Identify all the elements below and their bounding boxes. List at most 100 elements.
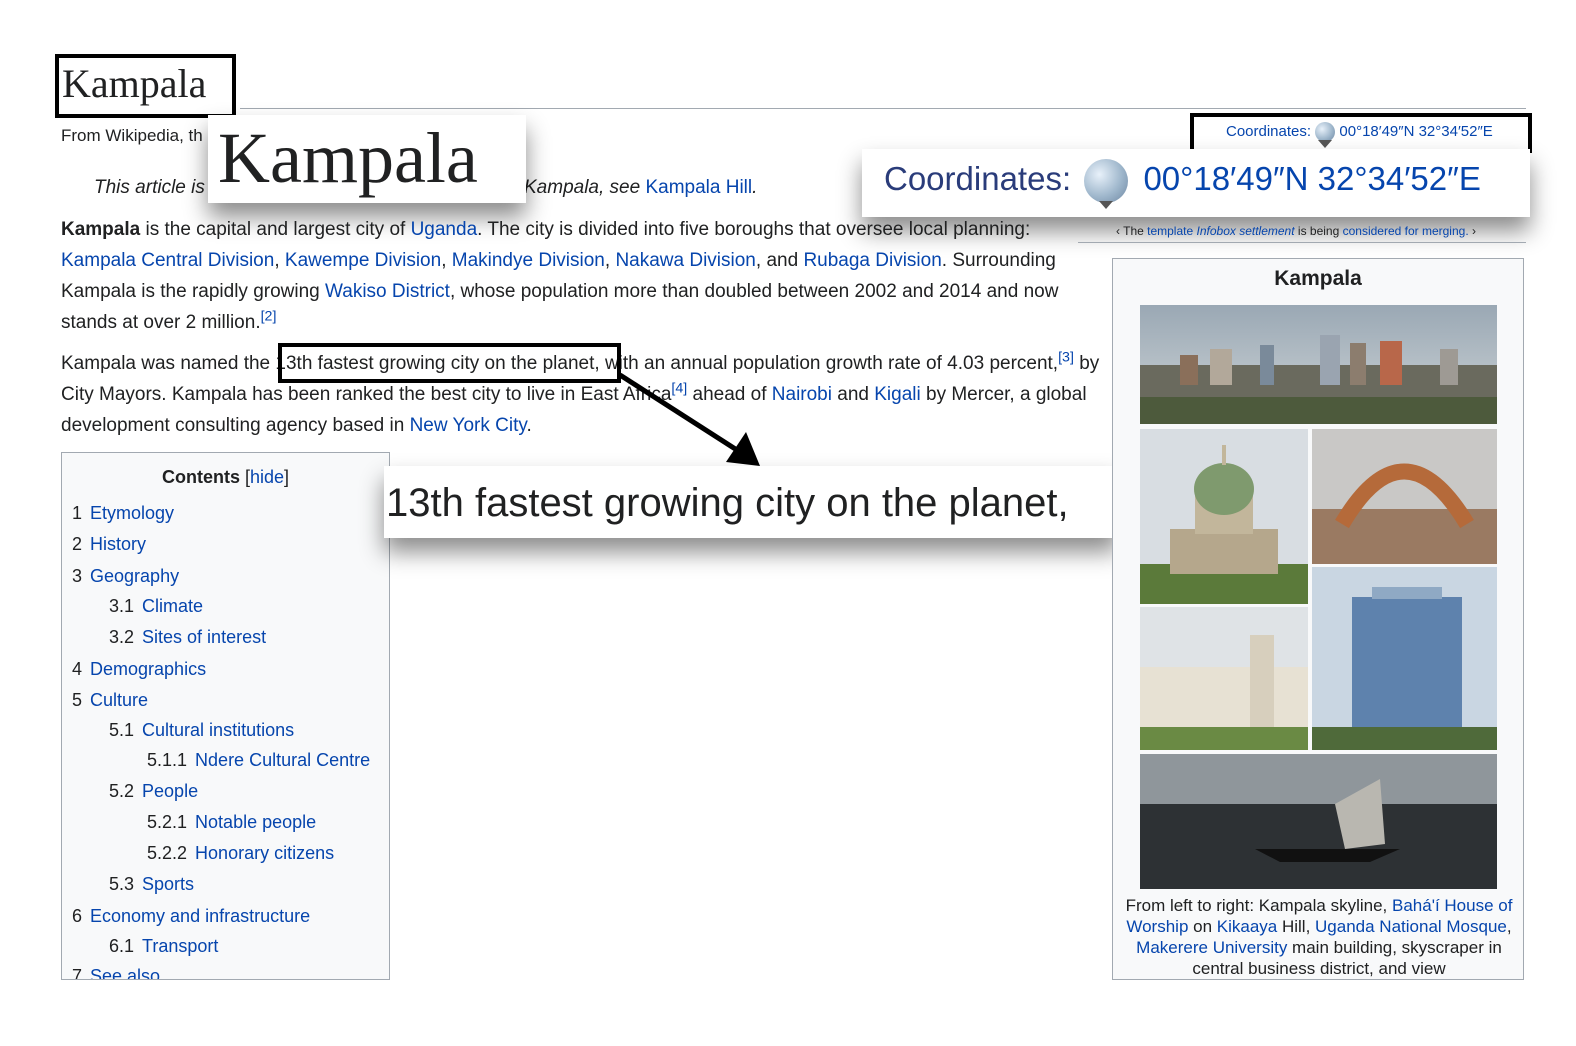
uganda-link[interactable]: Uganda — [410, 219, 478, 240]
title-divider — [240, 108, 1526, 109]
wakiso-link[interactable]: Wakiso District — [325, 281, 450, 302]
toc-item-economy-and-infrastructure[interactable]: 6 Economy and infrastructure — [72, 906, 310, 927]
toc-item-see-also[interactable]: 7 See also — [72, 966, 161, 980]
nairobi-link[interactable]: Nairobi — [771, 384, 832, 405]
toc-hide-toggle[interactable]: hide — [250, 467, 285, 487]
merge-notice: ‹ The template Infobox settlement is bei… — [1116, 224, 1476, 238]
skyscraper-photo[interactable] — [1312, 567, 1497, 750]
intro-paragraph-1: Kampala is the capital and largest city … — [61, 214, 1101, 338]
toc-item-notable-people[interactable]: 5.2.1 Notable people — [147, 812, 316, 833]
toc-label[interactable]: People — [142, 781, 199, 801]
makerere-university-photo[interactable] — [1140, 607, 1308, 750]
kampala-hill-link[interactable]: Kampala Hill — [645, 177, 753, 198]
rubaga-link[interactable]: Rubaga Division — [803, 250, 942, 271]
toc-item-etymology[interactable]: 1 Etymology — [72, 503, 174, 524]
hatnote-tail-text: Kampala, see — [524, 177, 646, 198]
toc-item-transport[interactable]: 6.1 Transport — [109, 936, 218, 957]
coordinates-zoom-callout: Coordinates: 00°18′49″N 32°34′52″E — [862, 149, 1530, 217]
text: Hill, — [1277, 917, 1316, 936]
template-link[interactable]: template — [1147, 224, 1194, 238]
merge-post: › — [1468, 224, 1477, 238]
mosque-arch-photo[interactable] — [1312, 429, 1497, 564]
toc-label[interactable]: Ndere Cultural Centre — [195, 750, 371, 770]
kigali-link[interactable]: Kigali — [874, 384, 921, 405]
infobox-caption: From left to right: Kampala skyline, Bah… — [1123, 895, 1515, 979]
hatnote: This article is — [94, 177, 205, 198]
toc-item-people[interactable]: 5.2 People — [109, 781, 198, 802]
makindye-link[interactable]: Makindye Division — [451, 250, 605, 271]
highlighted-phrase: 13th fastest growing city on the planet — [275, 353, 595, 374]
text: main building, skyscraper in central bus… — [1192, 938, 1502, 978]
title-highlight-box — [55, 54, 236, 118]
considered-merging-link[interactable]: considered for merging. — [1342, 224, 1469, 238]
text: , whose population more than doubled bet… — [61, 281, 1059, 333]
infobox-title: Kampala — [1274, 267, 1362, 290]
reference-3[interactable]: [3] — [1058, 349, 1074, 366]
text: , with an annual population growth rate … — [594, 353, 1059, 374]
toc-bracket-open: [ — [240, 467, 251, 487]
makerere-university-link[interactable]: Makerere University — [1136, 938, 1288, 957]
infobox-settlement-link[interactable]: Infobox settlement — [1196, 224, 1295, 238]
toc-label[interactable]: Culture — [90, 690, 149, 710]
new-york-city-link[interactable]: New York City — [409, 415, 527, 436]
toc-bracket-close: ] — [284, 467, 290, 487]
toc-label[interactable]: History — [90, 534, 147, 554]
table-of-contents: Contents [hide] 1 Etymology 2 History 3 Geo… — [61, 452, 390, 980]
toc-item-cultural-institutions[interactable]: 5.1 Cultural institutions — [109, 720, 294, 741]
toc-label[interactable]: See also — [90, 966, 161, 980]
toc-label[interactable]: Sports — [142, 874, 195, 894]
page-title: Kampala — [62, 61, 207, 106]
merge-divider — [1078, 242, 1526, 243]
reference-4[interactable]: [4] — [671, 380, 688, 397]
skyline-photo[interactable] — [1140, 305, 1497, 424]
toc-num: 3 — [72, 566, 83, 586]
hatnote-tail: Kampala, see Kampala Hill. — [524, 177, 757, 199]
coordinates-highlight-box — [1190, 113, 1532, 153]
toc-item-sports[interactable]: 5.3 Sports — [109, 874, 194, 895]
toc-label[interactable]: Etymology — [90, 503, 175, 523]
coordinates-link[interactable]: 00°18′49″N 32°34′52″E — [1339, 122, 1493, 140]
toc-label[interactable]: Sites of interest — [142, 627, 267, 647]
toc-item-history[interactable]: 2 History — [72, 534, 146, 555]
reference-2[interactable]: [2] — [260, 308, 277, 325]
toc-item-honorary-citizens[interactable]: 5.2.2 Honorary citizens — [147, 843, 334, 864]
text: . — [526, 415, 532, 436]
toc-label[interactable]: Economy and infrastructure — [90, 906, 311, 926]
toc-item-sites-of-interest[interactable]: 3.2 Sites of interest — [109, 627, 266, 648]
coordinates-zoom-value: 00°18′49″N 32°34′52″E — [1143, 160, 1481, 197]
text: . Surrounding Kampala is the rapidly gro… — [61, 250, 1056, 302]
toc-item-demographics[interactable]: 4 Demographics — [72, 659, 206, 680]
text: and — [831, 384, 875, 405]
coordinates-label: Coordinates: — [1226, 122, 1312, 140]
toc-item-climate[interactable]: 3.1 Climate — [109, 596, 203, 617]
text: ahead of — [687, 384, 772, 405]
infobox: Kampala — [1112, 258, 1524, 980]
phrase-zoom-callout: 13th fastest growing city on the planet, — [384, 466, 1118, 538]
toc-item-ndere-cultural-centre[interactable]: 5.1.1 Ndere Cultural Centre — [147, 750, 370, 771]
globe-icon[interactable] — [1315, 122, 1336, 142]
toc-num: 5.2.2 — [147, 843, 188, 863]
kikaaya-link[interactable]: Kikaaya — [1216, 917, 1278, 936]
phrase-highlight-box — [278, 343, 621, 383]
toc-label[interactable]: Cultural institutions — [142, 720, 295, 740]
toc-label[interactable]: Notable people — [195, 812, 317, 832]
nakawa-link[interactable]: Nakawa Division — [615, 250, 756, 271]
bahai-temple-photo[interactable] — [1140, 429, 1308, 604]
coordinates: Coordinates: 00°18′49″N 32°34′52″E — [1226, 122, 1493, 142]
toc-label[interactable]: Transport — [142, 936, 219, 956]
toc-item-geography[interactable]: 3 Geography — [72, 566, 179, 587]
bahai-house-link[interactable]: Bahá'í House of Worship — [1126, 896, 1513, 936]
lake-boat-photo[interactable] — [1140, 754, 1497, 889]
kampala-central-link[interactable]: Kampala Central Division — [61, 250, 275, 271]
toc-num: 5 — [72, 690, 83, 710]
toc-label[interactable]: Climate — [142, 596, 204, 616]
kawempe-link[interactable]: Kawempe Division — [284, 250, 442, 271]
toc-num: 5.2.1 — [147, 812, 188, 832]
toc-item-culture[interactable]: 5 Culture — [72, 690, 148, 711]
intro-paragraph-2: Kampala was named the 13th fastest growi… — [61, 348, 1101, 441]
text: by Mercer, a global development consulti… — [61, 384, 1087, 436]
toc-label[interactable]: Honorary citizens — [195, 843, 335, 863]
uganda-national-mosque-link[interactable]: Uganda National Mosque — [1315, 917, 1507, 936]
toc-label[interactable]: Geography — [90, 566, 180, 586]
toc-label[interactable]: Demographics — [90, 659, 207, 679]
